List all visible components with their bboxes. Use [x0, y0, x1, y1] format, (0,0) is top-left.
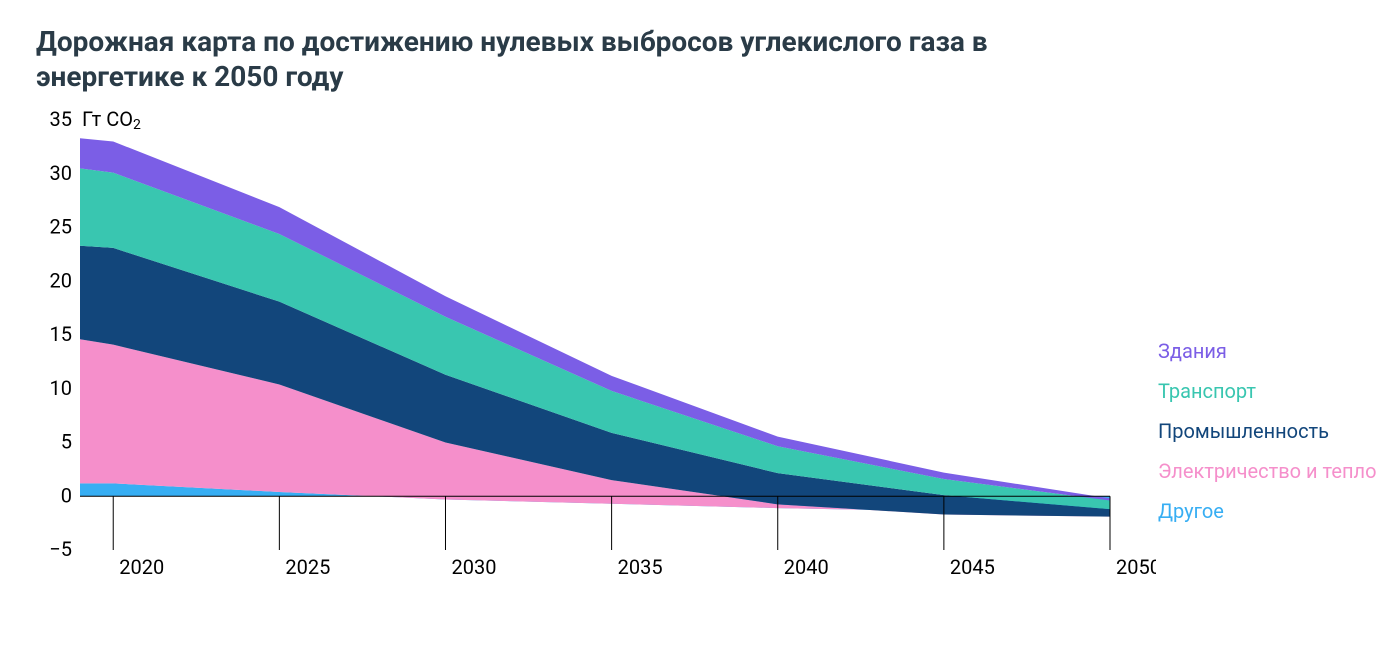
legend-item-other: Другое	[1158, 491, 1376, 531]
x-tick-label: 2030	[451, 555, 496, 579]
x-tick-label: 2040	[784, 555, 829, 579]
legend-item-industry: Промышленность	[1158, 411, 1376, 451]
y-tick-label: 15	[50, 322, 72, 346]
legend: ЗданияТранспортПромышленностьЭлектричест…	[1158, 331, 1376, 531]
y-tick-label: 30	[50, 161, 72, 185]
chart-area: 2020202520302035204020452050−50510152025…	[36, 106, 1368, 610]
y-tick-label: 10	[50, 376, 72, 400]
y-tick-label: 20	[50, 268, 72, 292]
x-tick-label: 2025	[285, 555, 330, 579]
chart-title: Дорожная карта по достижению нулевых выб…	[36, 24, 1086, 94]
legend-item-transport: Транспорт	[1158, 371, 1376, 411]
legend-item-buildings: Здания	[1158, 331, 1376, 371]
x-tick-label: 2020	[119, 555, 164, 579]
y-tick-label: 25	[50, 215, 72, 239]
x-tick-label: 2050	[1116, 555, 1156, 579]
y-unit-label: Гт CO2	[82, 107, 141, 133]
y-tick-label: −5	[49, 537, 72, 561]
y-tick-label: 0	[61, 483, 72, 507]
legend-label: Другое	[1158, 491, 1224, 531]
legend-label: Транспорт	[1158, 371, 1256, 411]
y-tick-label: 35	[50, 107, 72, 131]
x-tick-label: 2045	[950, 555, 995, 579]
x-tick-label: 2035	[618, 555, 663, 579]
legend-item-electricity_heat: Электричество и тепло	[1158, 451, 1376, 491]
legend-label: Здания	[1158, 331, 1227, 371]
legend-label: Электричество и тепло	[1158, 451, 1376, 491]
y-tick-label: 5	[61, 430, 72, 454]
area-chart-svg: 2020202520302035204020452050−50510152025…	[36, 106, 1156, 606]
legend-label: Промышленность	[1158, 411, 1329, 451]
